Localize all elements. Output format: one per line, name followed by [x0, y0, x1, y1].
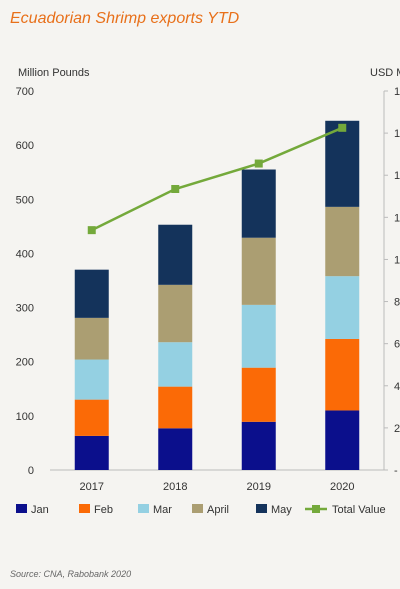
- total-value-marker: [171, 184, 180, 193]
- x-tick-label: 2020: [330, 481, 354, 493]
- total-value-line: [87, 123, 347, 235]
- bar-feb-2019: [241, 367, 276, 422]
- y-axis-left-label: Million Pounds: [18, 67, 90, 79]
- y-tick-right: 1: [394, 170, 400, 182]
- bar-may-2019: [241, 169, 276, 238]
- total-value-marker: [87, 226, 96, 235]
- bar-jan-2018: [158, 428, 193, 470]
- y-tick-right: 8: [394, 297, 400, 309]
- y-tick-right: 6: [394, 339, 400, 351]
- bar-feb-2020: [325, 338, 360, 411]
- legend-label-april: April: [207, 504, 229, 516]
- total-value-marker: [338, 123, 347, 132]
- total-value-path: [91, 126, 343, 232]
- bar-feb-2018: [158, 386, 193, 429]
- legend-label-feb: Feb: [94, 504, 113, 516]
- legend-swatch-may: [256, 504, 267, 513]
- source-note: Source: CNA, Rabobank 2020: [10, 569, 132, 579]
- legend-swatch-jan: [16, 504, 27, 513]
- y-tick-left: 0: [28, 465, 34, 477]
- y-tick-right: 4: [394, 381, 400, 393]
- y-tick-left: 400: [16, 248, 34, 260]
- y-tick-left: 600: [16, 140, 34, 152]
- bar-mar-2019: [241, 304, 276, 368]
- bar-april-2017: [74, 317, 109, 360]
- y-tick-right: 1: [394, 86, 400, 98]
- legend-swatch-feb: [79, 504, 90, 513]
- bar-may-2020: [325, 120, 360, 207]
- bar-jan-2020: [325, 410, 360, 470]
- bar-may-2018: [158, 224, 193, 285]
- x-tick-label: 2017: [80, 481, 104, 493]
- y-tick-right: 1: [394, 254, 400, 266]
- bar-group: [74, 120, 360, 470]
- legend-swatch-april: [192, 504, 203, 513]
- y-tick-left: 200: [16, 357, 34, 369]
- total-value-marker: [254, 159, 263, 168]
- chart-title: Ecuadorian Shrimp exports YTD: [10, 10, 240, 27]
- bar-jan-2019: [241, 421, 276, 470]
- legend-label-mar: Mar: [153, 504, 172, 516]
- y-tick-right: -: [394, 465, 398, 477]
- legend-label-jan: Jan: [31, 504, 49, 516]
- y-tick-left: 300: [16, 303, 34, 315]
- bar-april-2018: [158, 284, 193, 343]
- y-tick-right: 2: [394, 423, 400, 435]
- y-tick-left: 700: [16, 86, 34, 98]
- legend-label-may: May: [271, 504, 292, 516]
- x-tick-label: 2018: [163, 481, 187, 493]
- legend-swatch-mar: [138, 504, 149, 513]
- y-tick-left: 500: [16, 194, 34, 206]
- bar-april-2019: [241, 237, 276, 305]
- y-tick-right: 1: [394, 212, 400, 224]
- bar-april-2020: [325, 206, 360, 277]
- y-tick-left: 100: [16, 411, 34, 423]
- bar-mar-2017: [74, 359, 109, 400]
- legend-label-total-value: Total Value: [332, 504, 386, 516]
- bar-jan-2017: [74, 435, 109, 470]
- chart-legend: Jan Feb Mar April May Total Value: [16, 504, 386, 516]
- bar-mar-2018: [158, 342, 193, 387]
- chart-axes: Million Pounds USD M 0 100 200 300 400 500 600 70…: [16, 67, 400, 493]
- bar-mar-2020: [325, 276, 360, 339]
- legend-marker-total-value: [312, 505, 320, 513]
- y-tick-right: 1: [394, 128, 400, 140]
- bar-may-2017: [74, 269, 109, 318]
- y-axis-right-label: USD M: [370, 67, 400, 79]
- bar-feb-2017: [74, 399, 109, 436]
- x-tick-label: 2019: [247, 481, 271, 493]
